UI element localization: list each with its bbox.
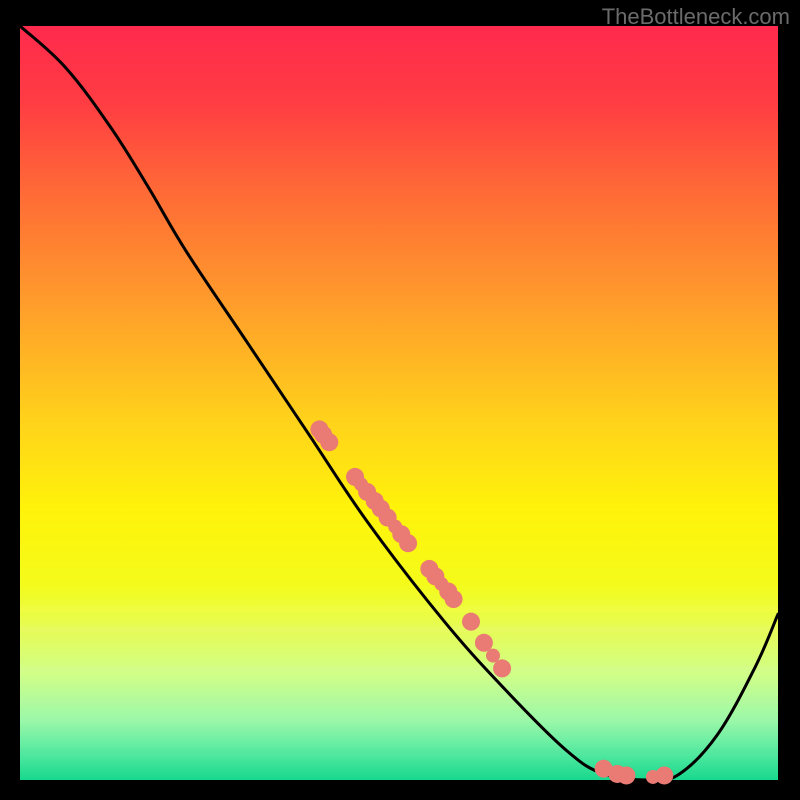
curve-marker <box>462 613 480 631</box>
curve-marker <box>320 433 338 451</box>
curve-marker <box>399 534 417 552</box>
curve-marker <box>475 634 493 652</box>
gradient-band <box>20 606 778 612</box>
curve-marker <box>617 766 635 784</box>
gradient-band <box>20 698 778 704</box>
gradient-band <box>20 726 778 732</box>
chart-container: TheBottleneck.com <box>0 0 800 800</box>
watermark-text: TheBottleneck.com <box>602 4 790 30</box>
curve-marker <box>493 659 511 677</box>
gradient-band <box>20 666 778 672</box>
chart-svg <box>0 0 800 800</box>
gradient-band <box>20 748 778 754</box>
curve-marker <box>655 766 673 784</box>
gradient-band <box>20 626 778 632</box>
curve-marker <box>445 590 463 608</box>
